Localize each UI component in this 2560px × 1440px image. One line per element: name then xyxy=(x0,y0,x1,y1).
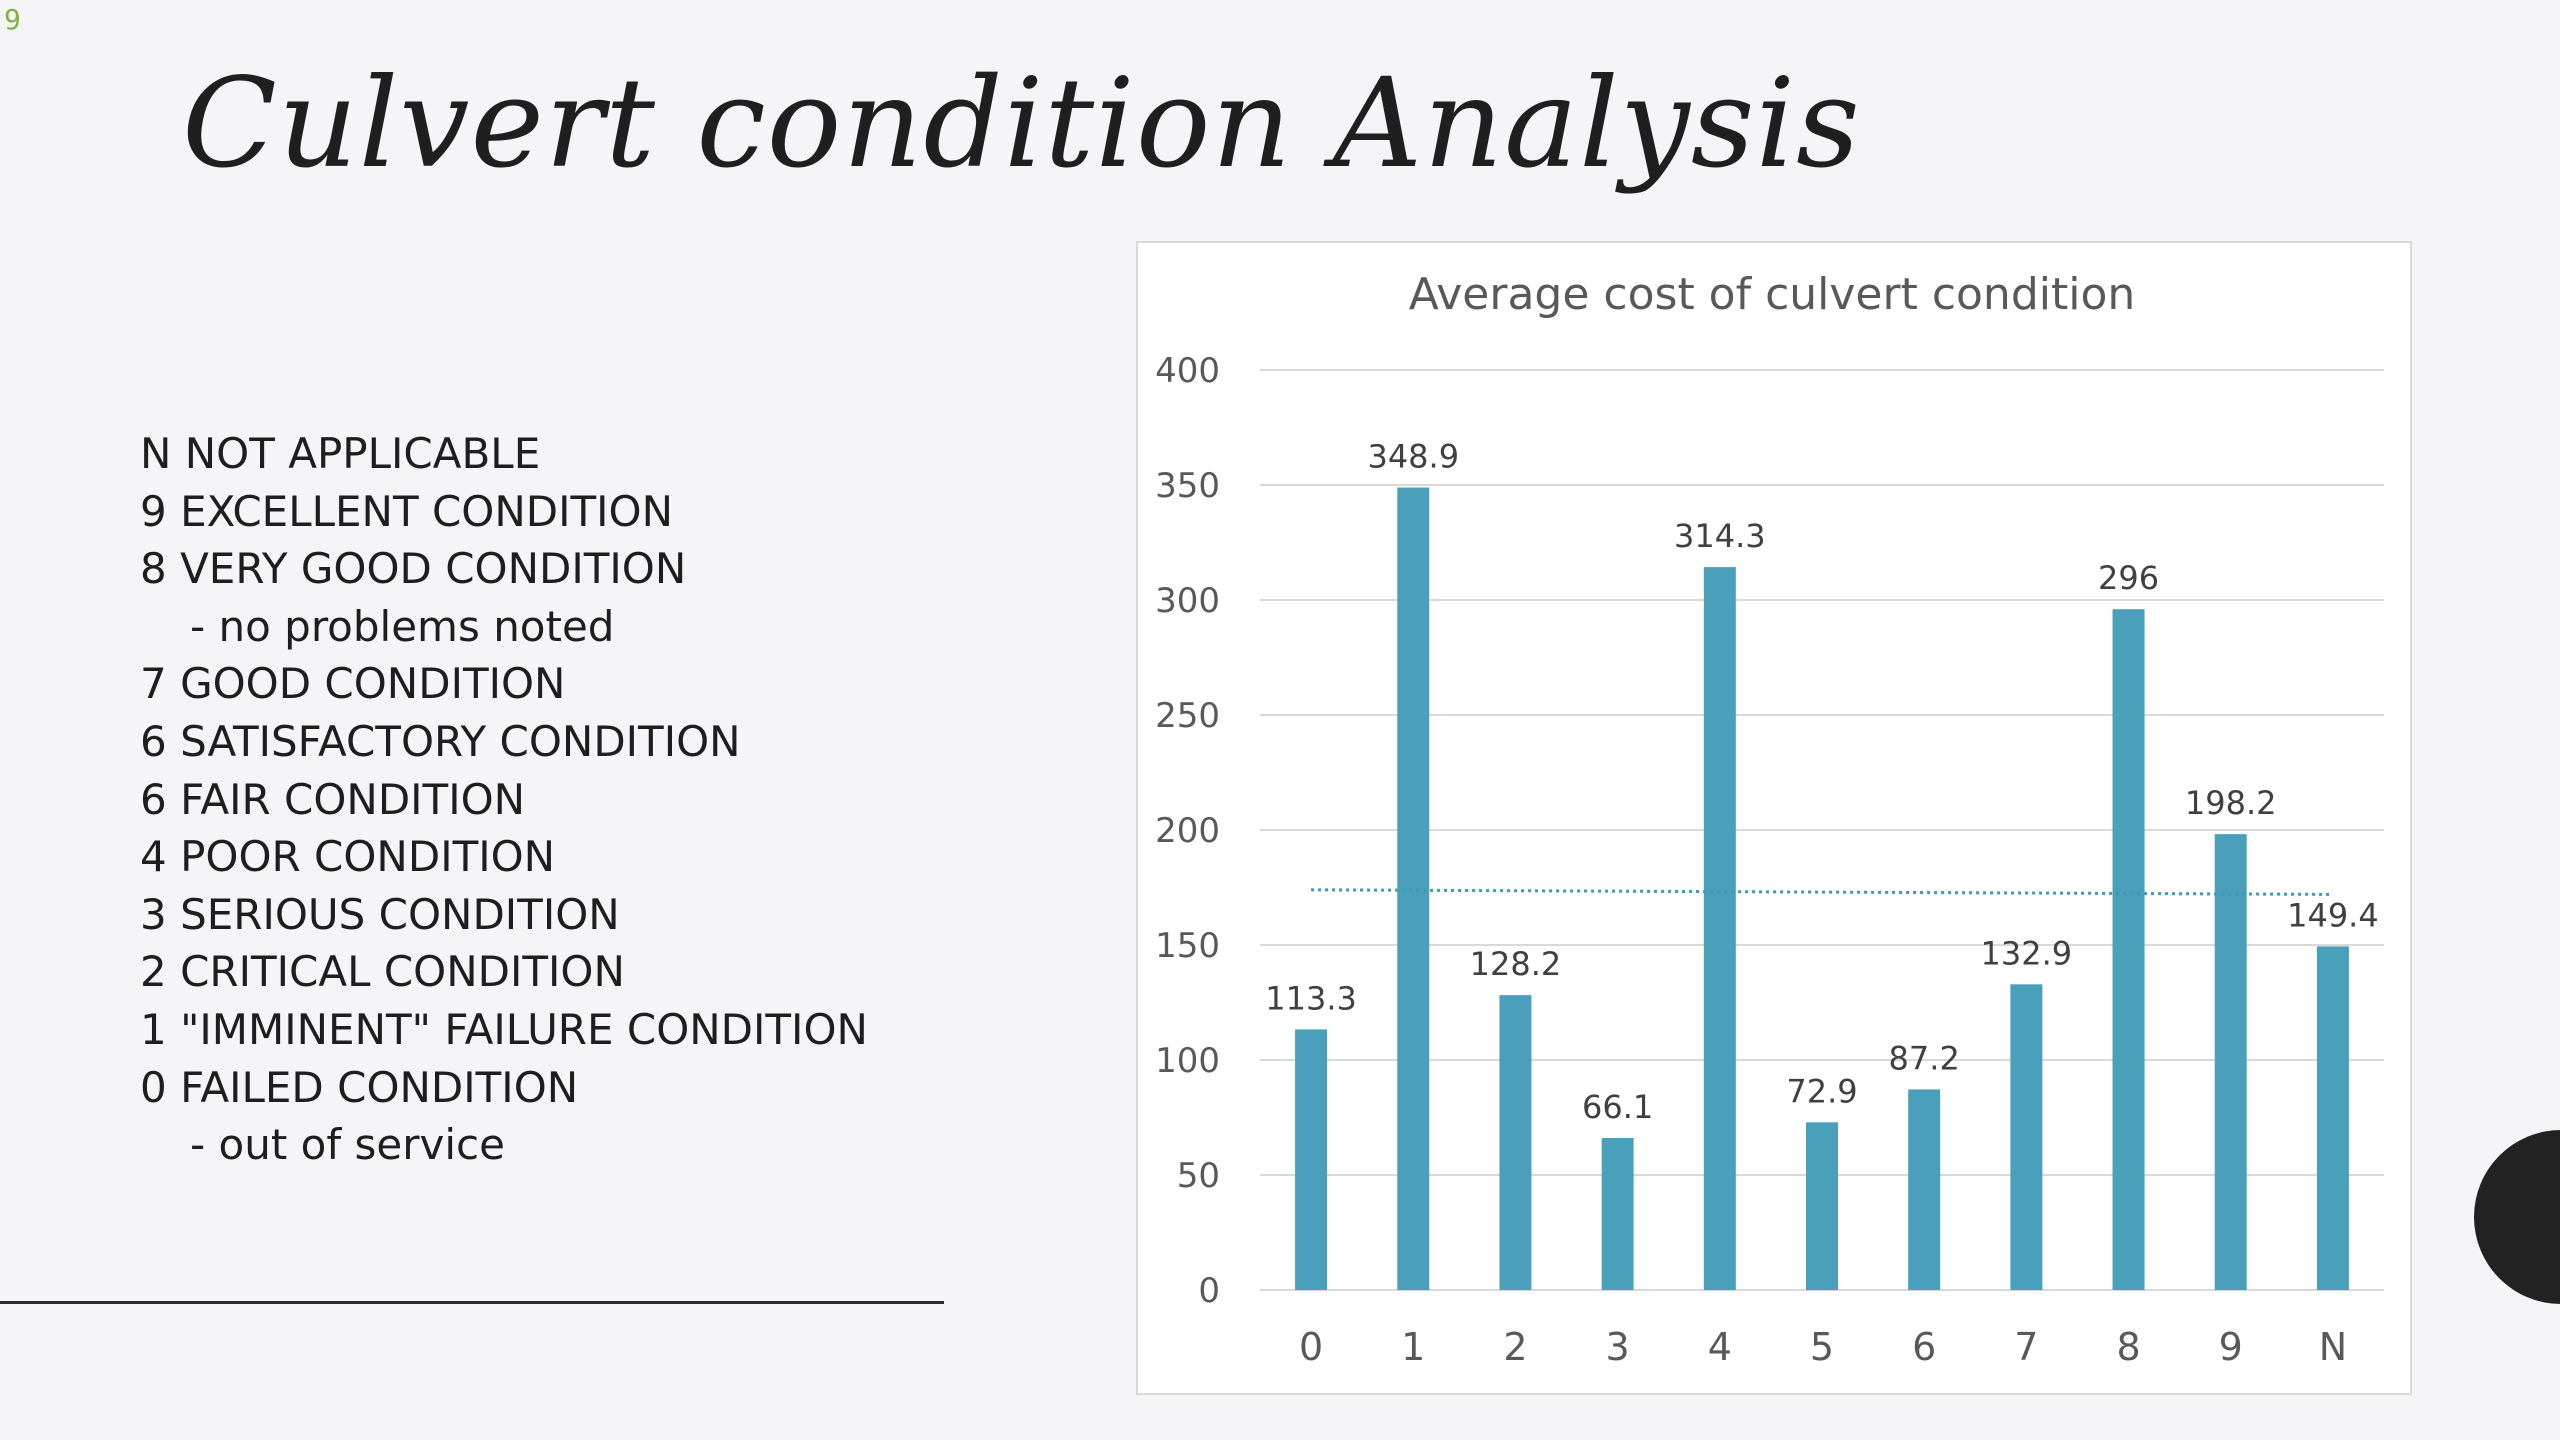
bar xyxy=(1601,1137,1634,1290)
x-tick-label: 7 xyxy=(2014,1325,2038,1369)
legend-subnote: - no problems noted xyxy=(190,601,615,651)
y-tick-label: 150 xyxy=(1155,926,1220,966)
data-label: 348.9 xyxy=(1367,438,1459,476)
legend-item: 2 CRITICAL CONDITION xyxy=(140,947,625,997)
legend-subnote: - out of service xyxy=(190,1120,505,1170)
bar xyxy=(1806,1122,1838,1290)
data-label: 128.2 xyxy=(1470,945,1562,983)
x-tick-label: 4 xyxy=(1708,1325,1732,1369)
bar xyxy=(2214,834,2247,1290)
legend-item: 6 SATISFACTORY CONDITION xyxy=(140,716,741,766)
legend-item: 6 FAIR CONDITION xyxy=(140,774,526,824)
y-tick-label: 100 xyxy=(1155,1041,1220,1081)
legend-item: 0 FAILED CONDITION xyxy=(140,1062,579,1112)
legend-item: 8 VERY GOOD CONDITION xyxy=(140,544,687,594)
y-tick-label: 300 xyxy=(1155,581,1220,621)
decorative-circle xyxy=(2474,1130,2560,1304)
legend-item: N NOT APPLICABLE xyxy=(140,429,541,478)
x-tick-label: 3 xyxy=(1606,1325,1630,1369)
y-tick-label: 0 xyxy=(1198,1271,1220,1311)
data-label: 314.3 xyxy=(1674,517,1766,555)
x-tick-label: 0 xyxy=(1299,1325,1323,1369)
data-label: 132.9 xyxy=(1981,934,2073,972)
x-tick-label: 9 xyxy=(2219,1325,2243,1369)
data-label: 198.2 xyxy=(2185,784,2277,822)
condition-legend-list: N NOT APPLICABLE 9 EXCELLENT CONDITION 8 V… xyxy=(140,425,868,1174)
x-tick-label: 6 xyxy=(1912,1325,1936,1369)
bar xyxy=(1703,567,1736,1290)
y-tick-label: 400 xyxy=(1155,351,1220,391)
divider-line xyxy=(0,1301,944,1304)
legend-item: 1 "IMMINENT" FAILURE CONDITION xyxy=(140,1004,868,1054)
corner-logo-glyph: 9 xyxy=(4,3,21,36)
x-tick-label: 1 xyxy=(1401,1325,1425,1369)
x-tick-label: 2 xyxy=(1503,1325,1527,1369)
bar xyxy=(1295,1029,1328,1290)
bar xyxy=(1499,995,1532,1290)
legend-item: 9 EXCELLENT CONDITION xyxy=(140,486,673,536)
data-label: 72.9 xyxy=(1786,1072,1857,1110)
data-label: 113.3 xyxy=(1265,979,1357,1017)
chart-title: Average cost of culvert condition xyxy=(1409,269,2136,320)
x-tick-label: N xyxy=(2319,1325,2347,1369)
x-tick-label: 8 xyxy=(2116,1325,2140,1369)
data-label: 296 xyxy=(2098,559,2159,597)
trendline xyxy=(1311,888,2333,896)
bar xyxy=(2112,609,2145,1290)
bar-chart: Average cost of culvert condition0501001… xyxy=(1155,269,2384,1369)
data-label: 87.2 xyxy=(1889,1039,1960,1077)
bar xyxy=(2010,984,2043,1290)
y-tick-label: 350 xyxy=(1155,466,1220,506)
x-tick-label: 5 xyxy=(1810,1325,1834,1369)
chart-card: Average cost of culvert condition 0 50 100 1… xyxy=(1136,241,2412,1395)
y-tick-label: 50 xyxy=(1177,1156,1220,1196)
y-tick-label: 200 xyxy=(1155,811,1220,851)
bar xyxy=(2316,946,2349,1290)
legend-item: 4 POOR CONDITION xyxy=(140,832,556,882)
legend-item: 7 GOOD CONDITION xyxy=(140,659,566,709)
legend-item: 3 SERIOUS CONDITION xyxy=(140,889,620,939)
bar xyxy=(1908,1089,1941,1290)
bar xyxy=(1397,487,1430,1290)
slide-title: Culvert condition Analysis xyxy=(182,52,1861,196)
data-label: 149.4 xyxy=(2287,896,2379,934)
y-tick-label: 250 xyxy=(1155,696,1220,736)
data-label: 66.1 xyxy=(1582,1088,1653,1126)
